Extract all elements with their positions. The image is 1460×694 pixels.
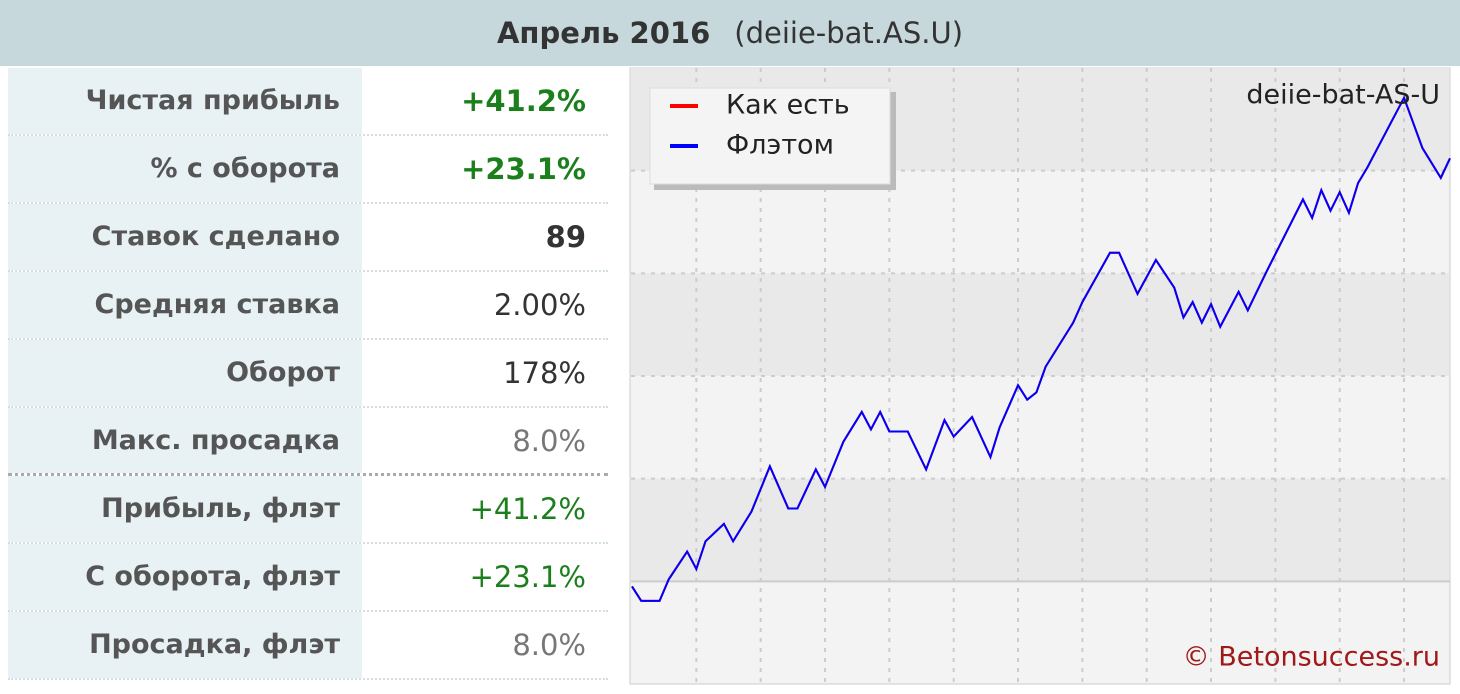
- row: Просадка, флэт 8.0%: [8, 612, 608, 680]
- label: Ставок сделано: [8, 204, 362, 270]
- value: 8.0%: [512, 628, 586, 662]
- label: Просадка, флэт: [8, 612, 362, 678]
- row: Оборот 178%: [8, 340, 608, 408]
- value: +41.2%: [461, 84, 586, 118]
- row: Прибыль, флэт +41.2%: [8, 476, 608, 544]
- row: % с оборота +23.1%: [8, 136, 608, 204]
- stats-table: Чистая прибыль +41.2% % с оборота +23.1% С…: [8, 68, 608, 680]
- title: Апрель 2016: [496, 16, 711, 50]
- band: [631, 68, 1449, 171]
- line: [631, 95, 1451, 602]
- subtitle: (deiie-bat.AS.U): [734, 16, 964, 50]
- annotation: deiie-bat-AS-U: [1246, 80, 1440, 111]
- value: 89: [545, 220, 586, 254]
- legend-label: Как есть: [726, 90, 850, 121]
- legend-shadow: [654, 92, 896, 190]
- value: 2.00%: [493, 288, 586, 322]
- label: Прибыль, флэт: [8, 476, 362, 542]
- value: +41.2%: [469, 492, 586, 526]
- legend: [649, 87, 891, 185]
- value: +23.1%: [469, 560, 586, 594]
- row: Чистая прибыль +41.2%: [8, 68, 608, 136]
- label: Макс. просадка: [8, 408, 362, 473]
- row: Макс. просадка 8.0%: [8, 408, 608, 476]
- band: [631, 273, 1449, 376]
- row: Ставок сделано 89: [8, 204, 608, 272]
- value: 178%: [503, 356, 586, 390]
- watermark: © Betonsuccess.ru: [1183, 642, 1440, 673]
- band: [631, 478, 1449, 582]
- label: Чистая прибыль: [8, 68, 362, 134]
- value: 8.0%: [512, 424, 586, 458]
- plot-area: [629, 67, 1451, 685]
- row: С оборота, флэт +23.1%: [8, 544, 608, 612]
- legend-label: Флэтом: [726, 130, 834, 161]
- header: Апрель 2016 (deiie-bat.AS.U): [0, 0, 1460, 66]
- label: С оборота, флэт: [8, 544, 362, 610]
- value: +23.1%: [461, 152, 586, 186]
- line: [631, 95, 1451, 602]
- label: % с оборота: [8, 136, 362, 202]
- row: Средняя ставка 2.00%: [8, 272, 608, 340]
- label: Оборот: [8, 340, 362, 406]
- label: Средняя ставка: [8, 272, 362, 338]
